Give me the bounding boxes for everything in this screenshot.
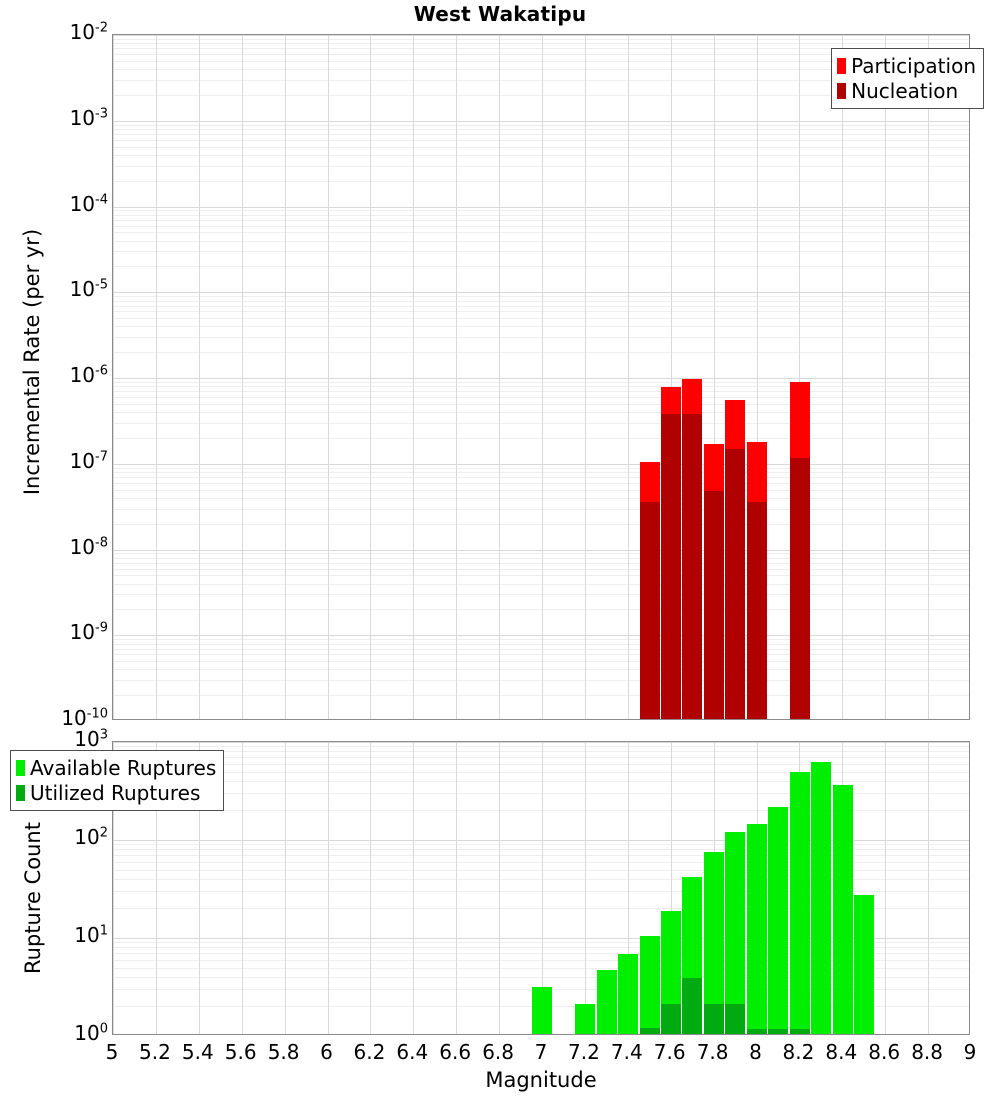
available-ruptures-swatch xyxy=(16,759,25,776)
x-tick: 5.8 xyxy=(267,1040,300,1064)
top-y-tick: 10-4 xyxy=(69,191,108,216)
available-ruptures-bar xyxy=(854,895,874,1034)
utilized-ruptures-bar xyxy=(725,1004,745,1034)
nucleation-bar xyxy=(790,458,810,719)
top-y-tick: 10-10 xyxy=(61,706,108,730)
bottom-legend: Available Ruptures Utilized Ruptures xyxy=(10,750,225,811)
legend-item-utilized-ruptures: Utilized Ruptures xyxy=(16,780,216,805)
nucleation-bar xyxy=(640,502,660,719)
utilized-ruptures-bar xyxy=(747,1029,767,1034)
x-tick: 8.8 xyxy=(911,1040,943,1064)
x-tick: 8 xyxy=(749,1040,762,1064)
x-tick: 8.4 xyxy=(825,1040,858,1064)
legend-label-participation: Participation xyxy=(851,53,976,78)
x-tick: 6.4 xyxy=(396,1040,429,1064)
x-tick: 6.8 xyxy=(482,1040,514,1064)
rupture-count-plot xyxy=(112,741,970,1035)
nucleation-swatch xyxy=(837,82,847,99)
x-tick: 7 xyxy=(534,1040,548,1064)
top-y-tick: 10-3 xyxy=(69,105,108,130)
x-tick: 7.2 xyxy=(567,1040,600,1064)
top-y-tick: 10-5 xyxy=(69,277,108,302)
incremental-rate-plot xyxy=(112,34,970,720)
top-y-tick: 10-7 xyxy=(69,448,108,473)
legend-label-utilized-ruptures: Utilized Ruptures xyxy=(30,780,201,805)
top-gridlines xyxy=(113,35,969,719)
nucleation-bar xyxy=(682,414,702,719)
available-ruptures-bar xyxy=(575,1004,595,1034)
utilized-ruptures-bar xyxy=(768,1029,788,1034)
x-tick: 5 xyxy=(105,1040,119,1064)
bottom-y-tick: 102 xyxy=(74,825,108,849)
available-ruptures-bar xyxy=(790,772,810,1034)
legend-item-participation: Participation xyxy=(837,53,976,78)
available-ruptures-bar xyxy=(640,936,660,1034)
legend-label-nucleation: Nucleation xyxy=(851,78,959,103)
utilized-ruptures-bar xyxy=(704,1004,724,1034)
bottom-y-tick: 100 xyxy=(74,1021,108,1045)
available-ruptures-bar xyxy=(532,987,552,1034)
x-tick: 8.6 xyxy=(868,1040,901,1064)
nucleation-bar xyxy=(704,491,724,719)
available-ruptures-bar xyxy=(833,785,853,1034)
x-tick: 7.8 xyxy=(696,1040,729,1064)
top-y-tick: 10-6 xyxy=(69,363,108,387)
nucleation-bar xyxy=(661,414,681,719)
available-ruptures-bar xyxy=(704,852,724,1034)
available-ruptures-bar xyxy=(725,832,745,1034)
legend-label-available-ruptures: Available Ruptures xyxy=(30,755,217,780)
available-ruptures-bar xyxy=(597,970,617,1034)
top-y-tick: 10-2 xyxy=(69,20,108,44)
x-tick: 9 xyxy=(963,1040,977,1064)
participation-swatch xyxy=(837,57,847,74)
top-y-tick: 10-8 xyxy=(69,534,108,559)
page-title: West Wakatipu xyxy=(413,2,587,26)
x-tick: 5.6 xyxy=(224,1040,257,1064)
utilized-ruptures-swatch xyxy=(16,784,25,801)
x-tick: 8.2 xyxy=(782,1040,815,1064)
available-ruptures-bar xyxy=(811,762,831,1034)
utilized-ruptures-bar xyxy=(682,978,702,1034)
x-axis-title: Magnitude xyxy=(485,1068,597,1092)
top-legend: Participation Nucleation xyxy=(831,48,984,109)
bottom-y-tick: 103 xyxy=(74,727,108,751)
top-y-tick-labels: 10-2 10-3 10-4 10-5 10-6 10-7 10-8 10-9 10-10 xyxy=(0,0,108,760)
bottom-bars xyxy=(113,742,969,1034)
x-tick: 6 xyxy=(320,1040,333,1064)
x-tick: 7.6 xyxy=(653,1040,686,1064)
legend-item-nucleation: Nucleation xyxy=(837,78,976,103)
top-bars xyxy=(113,35,969,719)
bottom-y-tick: 101 xyxy=(74,923,108,947)
x-tick: 7.4 xyxy=(610,1040,643,1064)
bottom-y-tick-labels: 100 101 102 103 xyxy=(0,0,108,1100)
x-tick: 5.2 xyxy=(138,1040,171,1064)
utilized-ruptures-bar xyxy=(661,1004,681,1034)
top-y-tick: 10-9 xyxy=(69,620,108,645)
nucleation-bar xyxy=(725,449,745,719)
available-ruptures-bar xyxy=(768,807,788,1034)
x-tick: 5.4 xyxy=(181,1040,214,1064)
nucleation-bar xyxy=(747,502,767,719)
available-ruptures-bar xyxy=(747,824,767,1034)
legend-item-available-ruptures: Available Ruptures xyxy=(16,755,216,780)
available-ruptures-bar xyxy=(661,911,681,1034)
available-ruptures-bar xyxy=(618,954,638,1034)
x-tick: 6.6 xyxy=(439,1040,472,1064)
x-tick: 6.2 xyxy=(353,1040,386,1064)
utilized-ruptures-bar xyxy=(790,1029,810,1034)
utilized-ruptures-bar xyxy=(640,1028,660,1034)
